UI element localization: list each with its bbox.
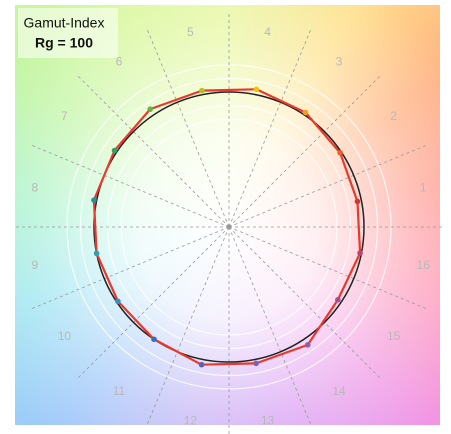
title-box: [18, 8, 118, 58]
ring: [79, 77, 379, 377]
bin-label: 2: [390, 109, 397, 123]
vertex-marker: [151, 336, 157, 343]
spoke: [76, 226, 230, 380]
chart-subtitle: Rg = 100: [35, 35, 93, 51]
bin-label: 12: [184, 413, 198, 427]
vertex-marker: [337, 149, 343, 156]
bin-label: 1: [420, 181, 427, 195]
chart-title: Gamut-Index: [24, 15, 105, 31]
bin-label: 9: [31, 258, 38, 272]
bin-label: 7: [61, 109, 68, 123]
bin-label: 10: [58, 329, 72, 343]
vertex-marker: [304, 342, 311, 348]
vertex-marker: [198, 361, 205, 368]
bin-label: 13: [261, 413, 275, 427]
vertex-marker: [199, 87, 205, 94]
vertex-marker: [91, 197, 97, 203]
bin-label: 8: [31, 181, 38, 195]
vertex-marker: [335, 296, 341, 303]
bin-label: 14: [332, 384, 346, 398]
vertex-marker: [357, 250, 363, 256]
vertex-marker: [115, 298, 121, 305]
vertex-marker: [354, 198, 361, 205]
vertex-marker: [253, 360, 259, 367]
bin-label: 5: [187, 25, 194, 39]
bin-label: 11: [113, 384, 126, 398]
vertex-marker: [147, 106, 154, 112]
vertex-marker: [93, 250, 100, 257]
vertex-marker: [302, 109, 309, 116]
background-fade: [15, 5, 440, 425]
bin-label: 15: [387, 329, 401, 343]
bin-label: 6: [116, 55, 123, 69]
bin-label: 16: [417, 258, 431, 272]
bin-label: 3: [336, 55, 343, 69]
bin-label: 4: [264, 25, 271, 39]
vertex-marker: [253, 86, 260, 93]
vertex-marker: [111, 147, 118, 154]
center-mark: +: [226, 222, 232, 233]
reference-circle: [93, 91, 365, 363]
